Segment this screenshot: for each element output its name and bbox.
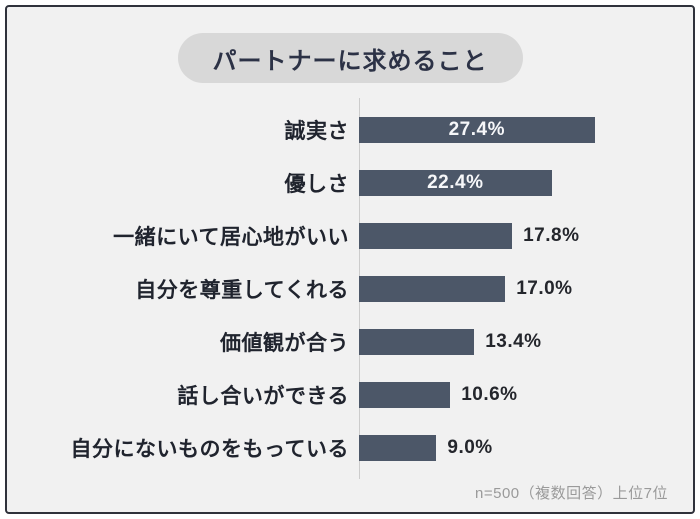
footnote: n=500（複数回答）上位7位 [475, 485, 668, 502]
value-label: 13.4% [485, 330, 542, 352]
value-label: 17.8% [523, 224, 580, 246]
bar: 27.4% [359, 116, 595, 143]
chart-row: 自分にないものをもっている 9.0% [7, 421, 693, 474]
category-label: 誠実さ [284, 119, 349, 143]
bar-track: 9.0% [359, 421, 693, 474]
bar-track: 17.0% [359, 262, 693, 315]
chart-row: 誠実さ 27.4% [7, 103, 693, 156]
value-label: 17.0% [516, 277, 573, 299]
category-label: 自分を尊重してくれる [135, 278, 349, 302]
category-label: 価値観が合う [220, 331, 349, 355]
bar [359, 381, 451, 408]
bar [359, 222, 513, 249]
value-label: 22.4% [427, 171, 484, 193]
category-label: 話し合いができる [177, 384, 349, 408]
bar-track: 22.4% [359, 156, 693, 209]
bar-track: 10.6% [359, 368, 693, 421]
category-label: 一緒にいて居心地がいい [113, 225, 349, 249]
bar [359, 434, 437, 461]
bar-track: 13.4% [359, 315, 693, 368]
chart-row: 話し合いができる 10.6% [7, 368, 693, 421]
bar [359, 328, 475, 355]
chart-row: 一緒にいて居心地がいい 17.8% [7, 209, 693, 262]
value-label: 10.6% [461, 383, 518, 405]
chart-row: 自分を尊重してくれる 17.0% [7, 262, 693, 315]
chart-title: パートナーに求めること [212, 47, 488, 75]
chart-row: 優しさ 22.4% [7, 156, 693, 209]
value-label: 9.0% [447, 436, 493, 458]
chart-row: 価値観が合う 13.4% [7, 315, 693, 368]
bar-track: 27.4% [359, 103, 693, 156]
bar-chart: 誠実さ 27.4% 優しさ 22.4% 一緒にいて居心地がいい 17.8% 自分を尊重してく… [7, 98, 693, 479]
bar [359, 275, 506, 302]
bar: 22.4% [359, 169, 552, 196]
chart-card: パートナーに求めること 誠実さ 27.4% 優しさ 22.4% 一緒にいて居心地がいい 1… [5, 5, 695, 514]
bar-track: 17.8% [359, 209, 693, 262]
category-label: 自分にないものをもっている [70, 437, 349, 461]
category-label: 優しさ [284, 172, 349, 196]
value-label: 27.4% [448, 118, 505, 140]
chart-title-pill: パートナーに求めること [177, 33, 523, 83]
